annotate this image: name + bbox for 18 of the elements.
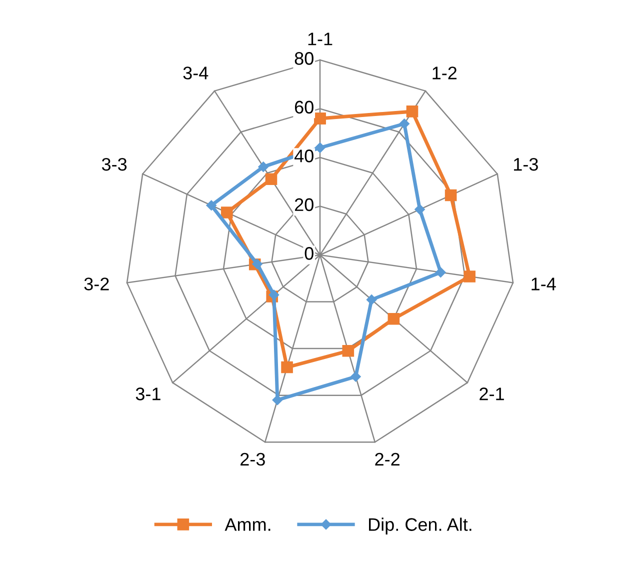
legend-label: Dip. Cen. Alt. bbox=[369, 518, 472, 535]
spoke-label: 3-4 bbox=[183, 66, 208, 80]
spoke-label: 1-4 bbox=[532, 278, 556, 290]
y-tick-label: 60 bbox=[294, 100, 314, 114]
spoke-label: 2-3 bbox=[240, 452, 265, 466]
spoke-label: 1-1 bbox=[308, 32, 332, 46]
y-tick-label: 80 bbox=[294, 52, 314, 65]
spoke-label: 3-2 bbox=[84, 278, 109, 290]
spoke-label: 1-3 bbox=[514, 158, 538, 171]
spoke-label: 2-1 bbox=[480, 388, 504, 400]
spoke-label: 3-3 bbox=[102, 158, 127, 171]
y-tick-label: 20 bbox=[294, 198, 314, 212]
y-tick-label: 0 bbox=[304, 247, 314, 260]
spoke-label: 2-2 bbox=[375, 452, 400, 466]
legend-label: Amm. bbox=[224, 518, 270, 531]
y-tick-label: 40 bbox=[294, 150, 314, 162]
spoke-label: 3-1 bbox=[136, 388, 160, 400]
spoke-label: 1-2 bbox=[432, 66, 457, 80]
